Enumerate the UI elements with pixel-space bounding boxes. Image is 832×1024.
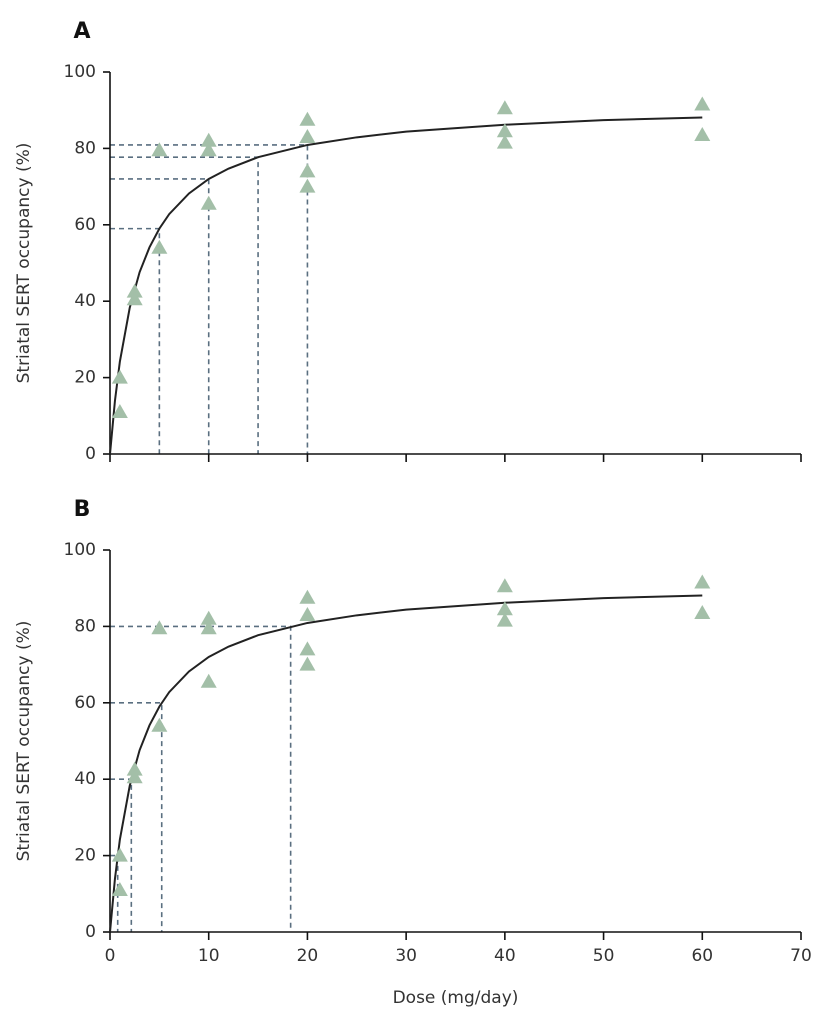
y-tick-label: 100 xyxy=(64,540,96,560)
data-point xyxy=(151,717,168,732)
x-tick-label: 40 xyxy=(494,946,516,966)
data-point xyxy=(126,769,143,784)
data-point xyxy=(496,578,513,593)
x-tick-label: 60 xyxy=(691,946,713,966)
data-point xyxy=(200,132,217,147)
data-point xyxy=(694,574,711,589)
data-point xyxy=(694,96,711,111)
data-point xyxy=(299,178,316,193)
y-tick-label: 40 xyxy=(74,291,96,311)
y-tick-label: 0 xyxy=(85,444,96,464)
data-point xyxy=(496,612,513,627)
fit-curve xyxy=(109,594,703,933)
data-point xyxy=(111,847,128,862)
data-point xyxy=(111,881,128,896)
data-point xyxy=(694,605,711,620)
guide-line xyxy=(110,144,309,454)
guide-line xyxy=(110,178,210,454)
y-tick-label: 100 xyxy=(64,62,96,82)
y-axis-label: Striatal SERT occupancy (%) xyxy=(14,621,34,862)
panel-label: A xyxy=(73,19,90,44)
x-tick-label: 70 xyxy=(790,946,812,966)
fit-curve xyxy=(109,116,703,455)
data-point xyxy=(299,606,316,621)
data-point xyxy=(151,620,168,635)
data-point xyxy=(200,142,217,157)
data-point xyxy=(111,403,128,418)
guide-line xyxy=(110,156,259,454)
x-tick-label: 10 xyxy=(198,946,220,966)
y-tick-label: 60 xyxy=(74,215,96,235)
y-tick-label: 20 xyxy=(74,368,96,388)
data-point xyxy=(151,142,168,157)
x-tick-label: 30 xyxy=(395,946,417,966)
y-tick-label: 40 xyxy=(74,769,96,789)
data-point xyxy=(299,163,316,178)
data-point xyxy=(496,100,513,115)
y-axis-label: Striatal SERT occupancy (%) xyxy=(14,143,34,384)
data-point xyxy=(151,239,168,254)
x-tick-label: 0 xyxy=(105,946,116,966)
data-point xyxy=(694,127,711,142)
y-tick-label: 20 xyxy=(74,846,96,866)
panel-label: B xyxy=(74,497,91,522)
data-point xyxy=(299,128,316,143)
data-point xyxy=(200,195,217,210)
data-point xyxy=(200,610,217,625)
data-point xyxy=(496,123,513,138)
x-tick-label: 20 xyxy=(297,946,319,966)
guide-line xyxy=(110,854,119,932)
data-point xyxy=(126,761,143,776)
x-axis-label: Dose (mg/day) xyxy=(393,988,519,1008)
data-point xyxy=(126,283,143,298)
data-point xyxy=(299,589,316,604)
data-point xyxy=(299,641,316,656)
data-point xyxy=(496,134,513,149)
y-tick-label: 60 xyxy=(74,693,96,713)
data-point xyxy=(200,620,217,635)
y-tick-label: 80 xyxy=(74,616,96,636)
data-point xyxy=(299,656,316,671)
data-point xyxy=(111,369,128,384)
data-point xyxy=(299,111,316,126)
data-point xyxy=(200,673,217,688)
data-point xyxy=(496,601,513,616)
x-tick-label: 50 xyxy=(593,946,615,966)
data-point xyxy=(126,291,143,306)
y-tick-label: 0 xyxy=(85,922,96,942)
guide-line xyxy=(110,227,161,454)
y-tick-label: 80 xyxy=(74,138,96,158)
